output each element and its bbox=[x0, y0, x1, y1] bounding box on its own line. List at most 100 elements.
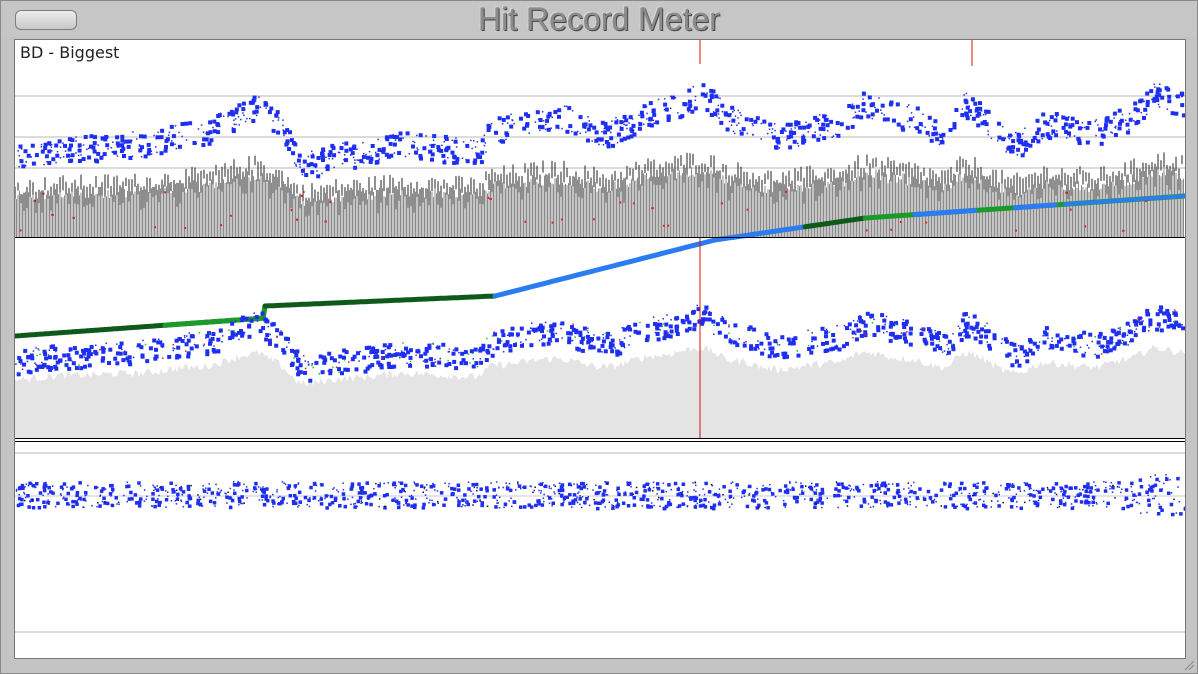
hit-point bbox=[1051, 129, 1056, 134]
hit-point bbox=[1016, 138, 1021, 143]
hit-point bbox=[253, 312, 255, 314]
hit-point bbox=[176, 345, 181, 350]
hit-point bbox=[1166, 324, 1171, 329]
hit-point bbox=[1047, 133, 1049, 136]
timing-point bbox=[1062, 497, 1065, 499]
hit-point bbox=[244, 316, 249, 321]
timing-point bbox=[230, 497, 233, 499]
timing-point bbox=[1112, 484, 1114, 487]
timing-point bbox=[897, 501, 901, 505]
timing-point bbox=[313, 482, 317, 486]
hit-point bbox=[1137, 321, 1140, 323]
timing-point bbox=[373, 492, 377, 496]
timing-point bbox=[616, 489, 618, 492]
hit-point bbox=[267, 338, 272, 343]
hit-point bbox=[984, 325, 986, 327]
timing-point bbox=[1027, 483, 1032, 488]
window-collapse-button[interactable] bbox=[15, 10, 77, 30]
hit-point bbox=[861, 91, 866, 96]
hit-point bbox=[630, 129, 635, 134]
timing-point bbox=[650, 502, 653, 504]
timing-point bbox=[99, 494, 102, 496]
hit-point bbox=[703, 93, 708, 98]
hit-point bbox=[560, 327, 562, 330]
hit-point bbox=[861, 102, 866, 107]
timing-point bbox=[413, 503, 417, 507]
timing-point bbox=[826, 497, 828, 499]
hit-point bbox=[350, 357, 355, 362]
hit-point bbox=[1097, 334, 1102, 339]
timing-point bbox=[31, 482, 33, 485]
hit-point bbox=[770, 350, 775, 355]
timing-point bbox=[550, 487, 552, 490]
hit-point bbox=[214, 131, 216, 133]
hit-point bbox=[358, 360, 360, 362]
hit-point bbox=[1098, 345, 1100, 347]
hit-point bbox=[540, 329, 544, 333]
timing-point bbox=[951, 503, 955, 507]
hit-point bbox=[1024, 147, 1028, 152]
hit-point bbox=[546, 341, 551, 346]
hit-point bbox=[576, 347, 581, 352]
hit-point bbox=[811, 134, 816, 139]
hit-point bbox=[471, 147, 473, 150]
timing-point bbox=[54, 505, 57, 508]
window-titlebar[interactable]: Hit Record Meter bbox=[1, 1, 1197, 37]
hit-point bbox=[78, 146, 80, 148]
timing-point bbox=[1058, 499, 1063, 503]
hit-point bbox=[193, 343, 196, 346]
hit-point bbox=[47, 161, 52, 165]
timing-point bbox=[1124, 496, 1127, 499]
hit-point bbox=[66, 153, 70, 158]
hit-point bbox=[750, 329, 752, 331]
hit-point bbox=[1043, 120, 1048, 125]
hit-point bbox=[746, 208, 749, 211]
hit-point bbox=[122, 150, 125, 153]
timing-point bbox=[483, 495, 487, 499]
hit-point bbox=[282, 130, 287, 135]
hit-point bbox=[572, 323, 574, 326]
hit-point bbox=[40, 149, 45, 154]
hit-point bbox=[691, 309, 696, 314]
timing-point bbox=[137, 504, 142, 508]
hit-point bbox=[1068, 123, 1070, 125]
hit-point bbox=[818, 126, 823, 131]
timing-point bbox=[558, 482, 561, 485]
hit-point bbox=[728, 120, 731, 123]
hit-point bbox=[233, 332, 238, 337]
timing-point bbox=[379, 482, 381, 484]
hit-point bbox=[69, 143, 73, 148]
timing-point bbox=[703, 493, 706, 496]
hit-point bbox=[1127, 329, 1132, 334]
hit-point bbox=[1158, 106, 1161, 108]
hit-point bbox=[561, 127, 563, 130]
hit-point bbox=[138, 145, 141, 147]
hit-point bbox=[1141, 328, 1146, 333]
timing-point bbox=[495, 494, 498, 496]
hit-point bbox=[354, 367, 359, 372]
hit-point bbox=[194, 344, 199, 349]
hit-point bbox=[1173, 312, 1178, 317]
hit-point bbox=[484, 142, 487, 144]
timing-point bbox=[271, 499, 275, 503]
timing-point bbox=[130, 497, 134, 501]
hit-point bbox=[274, 343, 279, 348]
timing-point bbox=[906, 503, 909, 506]
timing-point bbox=[228, 505, 233, 510]
hit-point bbox=[616, 132, 621, 137]
timing-point bbox=[143, 500, 146, 502]
hit-point bbox=[356, 159, 358, 161]
hit-point bbox=[378, 158, 380, 160]
hit-point bbox=[1155, 90, 1160, 95]
timing-point bbox=[579, 503, 581, 506]
timing-point bbox=[241, 502, 244, 505]
hit-point bbox=[67, 366, 72, 371]
hit-point bbox=[1133, 107, 1138, 112]
timing-point bbox=[245, 488, 249, 493]
hit-point bbox=[825, 348, 830, 353]
resize-grip-icon[interactable] bbox=[1183, 659, 1195, 671]
hit-point bbox=[157, 131, 159, 133]
timing-point bbox=[180, 485, 182, 488]
hit-point bbox=[509, 348, 512, 351]
hit-point bbox=[1059, 337, 1064, 342]
